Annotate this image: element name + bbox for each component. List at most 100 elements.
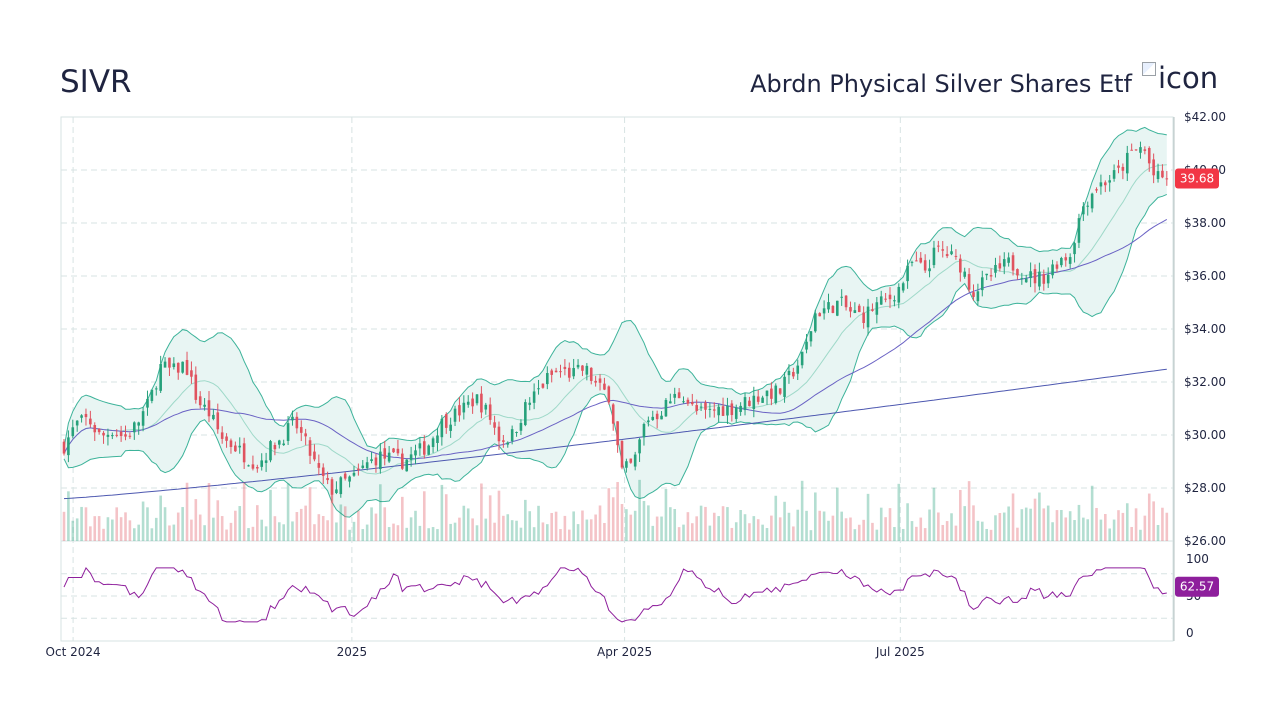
candle-body[interactable]: [414, 450, 417, 456]
candle-body[interactable]: [690, 401, 694, 405]
candle-body[interactable]: [326, 478, 329, 481]
candle-body[interactable]: [128, 435, 132, 437]
candle-body[interactable]: [396, 448, 400, 454]
candle-body[interactable]: [1007, 257, 1010, 263]
candle-body[interactable]: [1095, 189, 1098, 191]
candle-body[interactable]: [330, 479, 334, 495]
candle-body[interactable]: [616, 421, 619, 446]
candle-body[interactable]: [849, 307, 852, 312]
candle-body[interactable]: [546, 373, 549, 385]
candle-body[interactable]: [625, 461, 628, 468]
candle-body[interactable]: [1060, 257, 1063, 266]
candle-body[interactable]: [260, 460, 264, 467]
candle-body[interactable]: [1073, 243, 1076, 255]
candle-body[interactable]: [1029, 271, 1032, 279]
candle-body[interactable]: [1117, 165, 1120, 168]
candle-body[interactable]: [313, 451, 316, 460]
candle-body[interactable]: [190, 370, 193, 377]
candle-body[interactable]: [866, 306, 870, 328]
candle-body[interactable]: [998, 263, 1002, 269]
candle-body[interactable]: [581, 365, 584, 371]
candle-body[interactable]: [216, 412, 220, 430]
candle-body[interactable]: [756, 396, 760, 402]
candle-body[interactable]: [642, 423, 646, 438]
candle-body[interactable]: [137, 422, 140, 426]
candle-body[interactable]: [181, 361, 184, 373]
candle-body[interactable]: [453, 408, 457, 422]
candle-body[interactable]: [787, 370, 791, 376]
candle-body[interactable]: [242, 443, 246, 463]
candle-body[interactable]: [357, 468, 360, 471]
candle-body[interactable]: [818, 313, 822, 317]
candle-body[interactable]: [502, 440, 505, 442]
candle-body[interactable]: [1165, 178, 1169, 180]
candle-body[interactable]: [655, 413, 659, 420]
candle-body[interactable]: [124, 434, 127, 437]
candle-body[interactable]: [897, 286, 901, 303]
candle-body[interactable]: [932, 247, 936, 266]
candle-body[interactable]: [220, 432, 224, 439]
candle-body[interactable]: [607, 386, 611, 403]
candle-body[interactable]: [721, 406, 725, 416]
candle-body[interactable]: [1130, 149, 1133, 151]
candle-body[interactable]: [677, 392, 681, 399]
candle-body[interactable]: [871, 309, 874, 311]
candle-body[interactable]: [234, 445, 237, 452]
candle-body[interactable]: [1033, 269, 1037, 284]
candle-body[interactable]: [699, 406, 703, 408]
candle-body[interactable]: [1125, 152, 1129, 174]
candle-body[interactable]: [945, 254, 949, 257]
candle-body[interactable]: [805, 341, 808, 350]
candle-body[interactable]: [550, 370, 554, 375]
candle-body[interactable]: [194, 374, 198, 400]
candle-body[interactable]: [427, 445, 430, 455]
candle-body[interactable]: [875, 302, 879, 315]
candle-body[interactable]: [431, 438, 435, 447]
candle-body[interactable]: [458, 405, 461, 416]
candle-body[interactable]: [822, 308, 826, 314]
candle-body[interactable]: [682, 401, 685, 403]
candle-body[interactable]: [97, 428, 101, 433]
candle-body[interactable]: [71, 427, 75, 437]
candle-body[interactable]: [792, 371, 795, 377]
candle-body[interactable]: [264, 460, 268, 463]
candle-body[interactable]: [361, 465, 365, 469]
candle-body[interactable]: [567, 367, 571, 378]
candle-body[interactable]: [304, 433, 307, 437]
candle-body[interactable]: [493, 422, 496, 428]
candle-body[interactable]: [510, 429, 514, 442]
candle-body[interactable]: [743, 397, 747, 411]
candle-body[interactable]: [994, 264, 997, 273]
candle-body[interactable]: [295, 416, 299, 429]
candle-body[interactable]: [1090, 193, 1094, 209]
candle-body[interactable]: [572, 368, 575, 377]
candle-body[interactable]: [405, 459, 409, 472]
candle-body[interactable]: [669, 401, 672, 404]
candle-body[interactable]: [739, 405, 742, 412]
candle-body[interactable]: [299, 427, 303, 433]
candle-body[interactable]: [638, 439, 641, 454]
candle-body[interactable]: [1139, 147, 1142, 153]
candle-body[interactable]: [985, 273, 988, 276]
candle-body[interactable]: [915, 260, 918, 262]
candle-body[interactable]: [1042, 274, 1046, 284]
candle-body[interactable]: [466, 401, 470, 405]
candle-body[interactable]: [532, 391, 536, 403]
candle-body[interactable]: [132, 422, 136, 433]
candle-body[interactable]: [75, 420, 79, 426]
candle-body[interactable]: [1002, 259, 1006, 267]
candle-body[interactable]: [519, 422, 523, 431]
candle-body[interactable]: [954, 255, 958, 257]
candle-body[interactable]: [761, 397, 764, 403]
candle-body[interactable]: [664, 399, 668, 417]
candle-body[interactable]: [1082, 206, 1085, 215]
candle-body[interactable]: [1064, 257, 1068, 261]
candle-body[interactable]: [515, 432, 518, 434]
candle-body[interactable]: [339, 477, 343, 495]
candle-body[interactable]: [1086, 205, 1090, 207]
candle-body[interactable]: [774, 385, 778, 403]
candle-body[interactable]: [471, 398, 474, 407]
candle-body[interactable]: [1104, 182, 1107, 186]
candle-body[interactable]: [717, 406, 720, 416]
candle-body[interactable]: [967, 274, 971, 290]
